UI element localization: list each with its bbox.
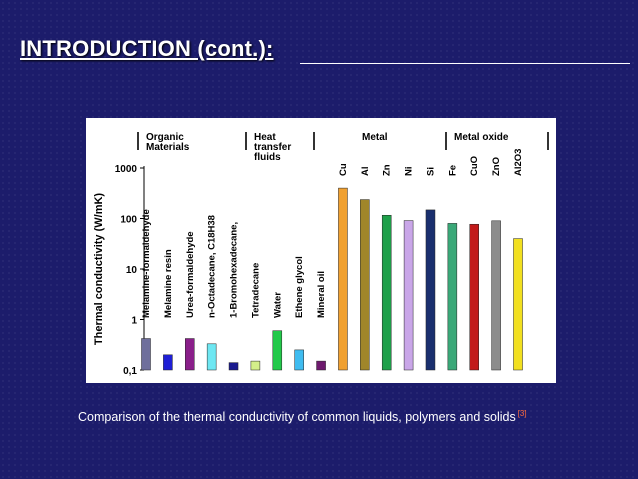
group-label: Heat	[254, 132, 276, 143]
category-label: 1-Bromohexadecane,	[229, 222, 240, 318]
category-label: Ethene glycol	[294, 256, 305, 318]
bar	[163, 354, 173, 371]
bar	[381, 214, 392, 371]
bar	[250, 360, 261, 371]
bar	[316, 360, 326, 371]
bar	[206, 343, 217, 371]
category-label: Si	[425, 167, 436, 176]
bar	[403, 220, 414, 371]
bar	[469, 223, 479, 371]
category-label: Al	[360, 167, 371, 177]
bar	[338, 187, 348, 371]
group-label: Metal	[362, 132, 388, 143]
bar	[228, 362, 239, 371]
bar	[272, 330, 283, 371]
thermal-conductivity-chart: Thermal conductivity (W/mK) 1000 100 10 1 0,1…	[93, 132, 549, 377]
category-label: Water	[272, 292, 283, 318]
category-label: ZnO	[491, 157, 502, 176]
bar	[491, 220, 501, 371]
category-label: Tetradecane	[250, 263, 261, 318]
slide-title: INTRODUCTION (cont.):	[20, 36, 274, 61]
y-tick-label: 0,1	[123, 366, 137, 377]
group-label: transfer	[254, 142, 291, 153]
category-label: Urea-formaldehyde	[185, 231, 196, 318]
bar	[294, 349, 304, 371]
y-axis-label: Thermal conductivity (W/mK)	[93, 193, 105, 346]
title-underline	[300, 63, 630, 64]
y-tick-label: 1	[131, 316, 137, 327]
category-label: CuO	[469, 156, 480, 176]
caption-reference: [3]	[517, 409, 527, 418]
y-tick-label: 100	[120, 215, 137, 226]
bar	[141, 338, 151, 371]
group-label: fluids	[254, 152, 281, 163]
group-label: Materials	[146, 142, 190, 153]
category-label: Melamine resin	[163, 249, 174, 318]
y-tick-label: 10	[126, 265, 138, 276]
bar	[425, 209, 436, 371]
category-label: Fe	[447, 165, 458, 176]
category-label: Ni	[404, 167, 415, 177]
category-label: Mineral oil	[316, 271, 327, 318]
category-label: Zn	[382, 164, 393, 176]
chart-figure: Thermal conductivity (W/mK) 1000 100 10 1 0,1…	[86, 118, 556, 383]
bar	[360, 199, 370, 371]
group-label: Organic	[146, 132, 184, 143]
bar	[185, 338, 195, 371]
category-label: Melamine-formaldehyde	[141, 209, 152, 318]
y-tick-label: 1000	[115, 164, 138, 175]
caption-text: Comparison of the thermal conductivity o…	[78, 410, 516, 425]
category-label: Cu	[338, 163, 349, 176]
bar	[513, 238, 523, 371]
bar	[447, 223, 458, 371]
category-label: Al2O3	[513, 149, 524, 176]
group-label: Metal oxide	[454, 132, 509, 143]
figure-caption: Comparison of the thermal conductivity o…	[78, 409, 598, 424]
category-label: n-Octadecane, C18H38	[207, 215, 218, 318]
